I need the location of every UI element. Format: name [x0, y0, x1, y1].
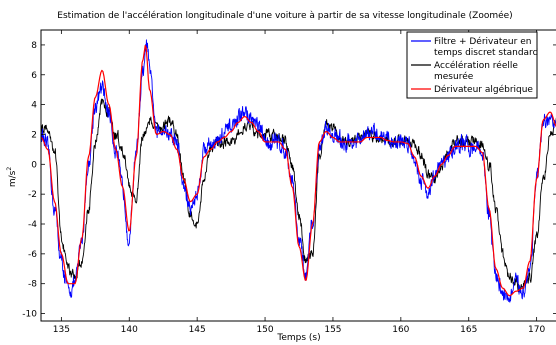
- series-layer: [41, 39, 556, 303]
- x-axis-label: Temps (s): [276, 333, 320, 343]
- y-tick-label: -2: [28, 190, 37, 200]
- y-tick-label: 2: [31, 130, 37, 140]
- y-tick-label: -8: [28, 280, 37, 290]
- y-tick-label: 4: [31, 101, 37, 111]
- y-axis-label: m/s2: [6, 167, 18, 188]
- x-tick-label: 170: [528, 325, 545, 335]
- series-line-red: [41, 44, 556, 297]
- y-tick-label: 8: [31, 41, 37, 51]
- y-tick-label: -6: [28, 250, 37, 260]
- legend-label-algebrique: Dérivateur algébrique: [434, 84, 533, 95]
- plot-frame: [40, 29, 556, 322]
- x-tick-label: 165: [460, 325, 477, 335]
- x-tick-label: 155: [324, 325, 341, 335]
- x-tick-label: 145: [189, 325, 206, 335]
- chart-title: Estimation de l'accélération longitudina…: [57, 10, 512, 21]
- y-tick-label: -4: [28, 220, 37, 230]
- y-axis: -10 -8 -6 -4 -2 0 2 4 6 8: [22, 41, 556, 320]
- y-tick-label: -10: [22, 310, 37, 320]
- x-tick-label: 135: [53, 325, 70, 335]
- legend-label-filtre-line1: Filtre + Dérivateur en: [434, 36, 531, 47]
- x-tick-label: 150: [256, 325, 273, 335]
- y-tick-label: 6: [31, 71, 37, 81]
- legend-label-filtre-line2: temps discret standard: [434, 48, 538, 58]
- legend-label-reelle-line2: mesurée: [434, 71, 474, 82]
- legend: Filtre + Dérivateur en temps discret sta…: [406, 31, 538, 99]
- x-tick-label: 160: [392, 325, 409, 335]
- y-tick-label: 0: [31, 160, 37, 170]
- series-line-blue: [41, 39, 556, 303]
- legend-label-reelle-line1: Accélération réelle: [434, 60, 518, 71]
- series-line-black: [41, 98, 556, 293]
- x-tick-label: 140: [121, 325, 138, 335]
